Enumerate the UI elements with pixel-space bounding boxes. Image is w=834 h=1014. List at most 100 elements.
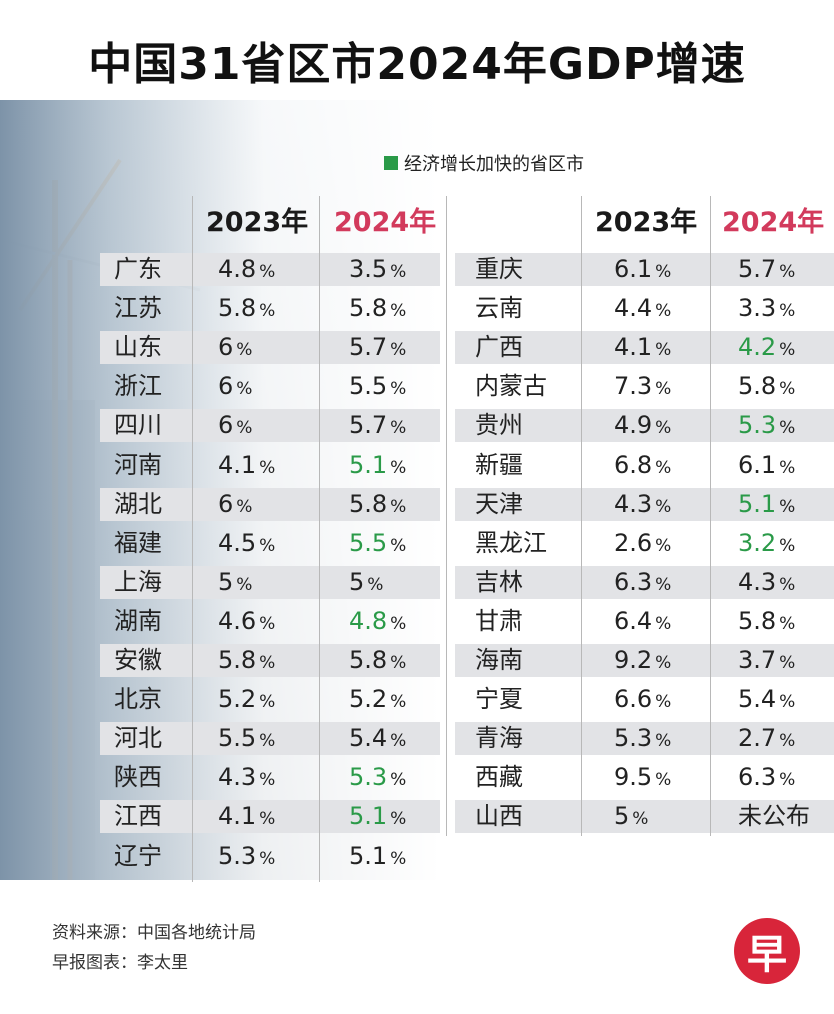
divider-line xyxy=(710,196,711,836)
province-name: 内蒙古 xyxy=(475,372,547,401)
value-2024: 6.3% xyxy=(738,763,796,792)
province-name: 天津 xyxy=(475,489,523,518)
divider-line xyxy=(446,196,447,836)
table-row: 河南 4.1% 5.1% xyxy=(100,449,440,482)
value-2023: 6.1% xyxy=(614,255,672,283)
province-name: 北京 xyxy=(114,685,162,714)
province-name: 陕西 xyxy=(114,763,162,792)
province-name: 湖南 xyxy=(114,606,162,635)
value-2023: 9.5% xyxy=(614,763,672,792)
province-name: 西藏 xyxy=(475,763,523,792)
value-2023: 6.8% xyxy=(614,450,672,479)
value-2024: 5.4% xyxy=(349,724,407,753)
value-2023: 4.3% xyxy=(614,489,672,518)
table-row: 福建 4.5% 5.5% xyxy=(100,527,440,560)
credit-note: 早报图表：李太里 xyxy=(52,953,188,973)
value-2024: 5.7% xyxy=(738,255,796,283)
province-name: 宁夏 xyxy=(475,685,523,714)
value-2024: 5% xyxy=(349,567,384,596)
province-name: 广西 xyxy=(475,333,523,362)
value-2023: 4.1% xyxy=(218,450,276,479)
divider-line xyxy=(581,196,582,836)
value-2023: 2.6% xyxy=(614,528,672,557)
value-2023: 6.4% xyxy=(614,606,672,635)
value-2023: 4.6% xyxy=(218,606,276,635)
value-2023: 5.3% xyxy=(614,724,672,753)
value-2023: 5.8% xyxy=(218,294,276,323)
value-2023: 4.9% xyxy=(614,411,672,440)
value-2023: 9.2% xyxy=(614,646,672,674)
header-2023-left: 2023年 xyxy=(206,206,309,238)
province-name: 重庆 xyxy=(475,255,523,283)
table-row: 西藏 9.5% 6.3% xyxy=(455,761,834,794)
table-row: 青海 5.3% 2.7% xyxy=(455,722,834,756)
value-2024: 2.7% xyxy=(738,724,796,753)
legend-label: 经济增长加快的省区市 xyxy=(404,154,584,175)
value-2023: 6.6% xyxy=(614,685,672,714)
table-row: 宁夏 6.6% 5.4% xyxy=(455,683,834,716)
province-name: 广东 xyxy=(114,255,162,283)
value-2023: 4.1% xyxy=(218,802,276,831)
value-2024: 5.8% xyxy=(349,489,407,518)
table-row: 四川 6% 5.7% xyxy=(100,409,440,443)
value-2023: 6% xyxy=(218,372,253,401)
value-2023: 7.3% xyxy=(614,372,672,401)
table-row: 浙江 6% 5.5% xyxy=(100,370,440,403)
table-row: 江苏 5.8% 5.8% xyxy=(100,292,440,325)
table-row: 北京 5.2% 5.2% xyxy=(100,683,440,716)
header-2023-right: 2023年 xyxy=(595,206,698,238)
table-row: 河北 5.5% 5.4% xyxy=(100,722,440,756)
table-row: 山东 6% 5.7% xyxy=(100,331,440,365)
header-2024-right: 2024年 xyxy=(722,206,825,238)
province-name: 浙江 xyxy=(114,372,162,401)
province-name: 吉林 xyxy=(475,567,523,596)
value-2024: 4.2% xyxy=(738,333,796,362)
table-row: 湖北 6% 5.8% xyxy=(100,487,440,521)
province-name: 江苏 xyxy=(114,294,162,323)
footer: 资料来源：中国各地统计局 早报图表：李太里 xyxy=(52,918,256,978)
table-row: 云南 4.4% 3.3% xyxy=(455,292,834,325)
logo-glyph: 早 xyxy=(747,932,787,978)
province-name: 江西 xyxy=(114,802,162,831)
value-2024: 5.2% xyxy=(349,685,407,714)
value-2024: 5.5% xyxy=(349,528,407,557)
value-2024: 5.7% xyxy=(349,411,407,440)
value-2024: 3.5% xyxy=(349,255,407,283)
value-2023: 4.4% xyxy=(614,294,672,323)
table-row: 内蒙古 7.3% 5.8% xyxy=(455,370,834,403)
table-row: 山西 5% 未公布 xyxy=(455,800,834,834)
legend-swatch xyxy=(384,156,398,170)
province-name: 湖北 xyxy=(114,489,162,518)
table-row: 广西 4.1% 4.2% xyxy=(455,331,834,365)
value-2024: 4.8% xyxy=(349,606,407,635)
province-name: 云南 xyxy=(475,294,523,323)
value-2024: 5.8% xyxy=(738,372,796,401)
table-row: 江西 4.1% 5.1% xyxy=(100,800,440,834)
value-2023: 4.1% xyxy=(614,333,672,362)
table-row: 上海 5% 5% xyxy=(100,565,440,599)
header-2024-left: 2024年 xyxy=(334,206,437,238)
value-2024: 5.1% xyxy=(349,802,407,831)
source-note: 资料来源：中国各地统计局 xyxy=(52,923,256,943)
value-2024: 4.3% xyxy=(738,567,796,596)
table-row: 吉林 6.3% 4.3% xyxy=(455,565,834,599)
province-name: 辽宁 xyxy=(114,841,162,870)
value-2023: 5% xyxy=(614,802,649,831)
value-2023: 4.3% xyxy=(218,763,276,792)
value-2023: 5.8% xyxy=(218,646,276,674)
value-2024: 5.7% xyxy=(349,333,407,362)
divider-line xyxy=(192,196,193,882)
value-2024: 5.8% xyxy=(738,606,796,635)
value-2024: 5.1% xyxy=(738,489,796,518)
value-2023: 4.5% xyxy=(218,528,276,557)
table-row: 贵州 4.9% 5.3% xyxy=(455,409,834,443)
value-2024: 5.4% xyxy=(738,685,796,714)
value-2023: 5.5% xyxy=(218,724,276,753)
table-row: 广东 4.8% 3.5% xyxy=(100,253,440,286)
province-name: 福建 xyxy=(114,528,162,557)
value-2023: 4.8% xyxy=(218,255,276,283)
table-row: 陕西 4.3% 5.3% xyxy=(100,761,440,794)
province-name: 甘肃 xyxy=(475,606,523,635)
table-row: 辽宁 5.3% 5.1% xyxy=(100,840,440,873)
province-name: 黑龙江 xyxy=(475,528,547,557)
